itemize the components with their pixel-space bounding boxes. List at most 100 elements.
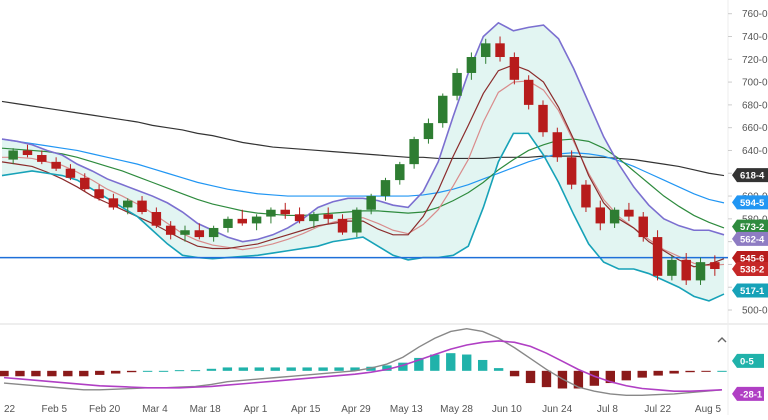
macd-histogram-bar xyxy=(254,367,264,371)
price-badge-label: 545-6 xyxy=(740,254,764,265)
macd-histogram-bar xyxy=(286,367,296,371)
macd-histogram-bar xyxy=(222,367,233,371)
candle-body xyxy=(466,57,477,73)
candle-body xyxy=(624,209,634,217)
candle-body xyxy=(165,225,176,235)
macd-histogram-bar xyxy=(302,367,312,371)
chevron-up-icon[interactable] xyxy=(717,337,727,343)
macd-histogram-bar xyxy=(637,370,647,378)
price-badge-shape xyxy=(732,168,768,183)
macd-histogram-bar xyxy=(589,370,600,386)
series-line-mid-ma xyxy=(1,138,725,229)
price-tick-label: 680-0 xyxy=(742,100,768,111)
macd-histogram-bar xyxy=(350,367,360,371)
macd-histogram-bar xyxy=(47,370,57,377)
macd-histogram-bar xyxy=(270,367,280,371)
series-line-bollinger-upper xyxy=(1,21,725,243)
candle-body xyxy=(566,157,577,185)
macd-histogram-bar xyxy=(126,370,137,373)
x-tick-label: Feb 5 xyxy=(41,404,67,415)
candle-body xyxy=(380,180,391,197)
macd-histogram-bar xyxy=(63,370,73,377)
candle-body xyxy=(409,139,419,165)
macd-histogram-bar xyxy=(446,353,456,371)
macd-histogram-bar xyxy=(669,370,679,374)
candle-body xyxy=(223,218,233,228)
price-badge: 573-2 xyxy=(732,219,768,234)
price-badge-label: 538-2 xyxy=(740,265,764,276)
macd-histogram-bar xyxy=(318,367,328,371)
macd-histogram-bar xyxy=(206,368,217,371)
macd-histogram-bar xyxy=(142,370,153,372)
macd-histogram-bar xyxy=(605,370,615,384)
macd-histogram-bar xyxy=(158,370,169,372)
candle-body xyxy=(452,72,462,96)
candle-body xyxy=(366,196,376,210)
price-badge-shape xyxy=(732,262,768,277)
price-tick-label: 700-0 xyxy=(742,78,768,89)
macd-histogram-bar xyxy=(621,370,631,381)
price-tick-label: 500-0 xyxy=(742,306,768,317)
x-tick-label: Mar 4 xyxy=(142,404,168,415)
macd-histogram-bar xyxy=(653,370,663,376)
macd-histogram-bar xyxy=(238,367,249,371)
price-badge-label: 618-4 xyxy=(740,171,765,182)
price-tick-label: 640-0 xyxy=(742,146,768,157)
candle-body xyxy=(51,161,61,169)
candle-body xyxy=(65,168,76,178)
price-badge: 538-2 xyxy=(732,262,768,277)
macd-histogram-bar xyxy=(462,354,472,371)
bollinger-band-fill xyxy=(2,22,724,301)
candle-body xyxy=(352,209,362,233)
candle-body xyxy=(710,262,720,269)
candle-body xyxy=(652,237,663,276)
macd-histogram-bar xyxy=(541,370,552,388)
macd-signal-line xyxy=(3,340,723,393)
macd-badge-shape xyxy=(732,353,764,368)
macd-histogram-bar xyxy=(493,368,504,371)
price-badge-label: 517-1 xyxy=(740,286,765,297)
candle-body xyxy=(94,189,104,199)
x-tick-label: May 13 xyxy=(390,404,423,415)
candle-body xyxy=(423,123,434,140)
candle-body xyxy=(509,57,520,80)
macd-line xyxy=(3,328,723,396)
candle-body xyxy=(667,259,677,276)
price-tick-label: 740-0 xyxy=(742,32,768,43)
macd-histogram-bar xyxy=(111,370,121,374)
series-line-blue-ma xyxy=(1,138,725,204)
candle-body xyxy=(480,43,491,58)
macd-badge: -28-1 xyxy=(732,386,764,401)
candle-body xyxy=(337,218,348,233)
candle-body xyxy=(80,177,90,190)
macd-badge-label: -28-1 xyxy=(740,389,763,400)
x-tick-label: Jun 24 xyxy=(542,404,572,415)
x-tick-label: 22 xyxy=(4,404,16,415)
macd-badge-label: 0-5 xyxy=(740,356,754,367)
x-tick-label: Apr 29 xyxy=(341,404,371,415)
price-badge-shape xyxy=(732,231,768,246)
price-badge-shape xyxy=(732,219,768,234)
macd-histogram-bar xyxy=(31,370,41,377)
series-line-bollinger-lower xyxy=(1,132,725,302)
series-line-fast-ma xyxy=(1,64,725,268)
candle-body xyxy=(323,214,333,219)
macd-histogram-bar xyxy=(79,370,89,377)
price-badge: 618-4 xyxy=(732,168,768,183)
candle-body xyxy=(208,227,219,238)
candle-body xyxy=(581,184,591,208)
series-line-slow-ma xyxy=(1,100,725,177)
candle-body xyxy=(122,200,133,208)
price-badge: 562-4 xyxy=(732,231,768,246)
candle-body xyxy=(309,214,319,222)
macd-histogram-bar xyxy=(15,370,25,377)
price-badge-label: 594-5 xyxy=(740,198,765,209)
candle-body xyxy=(438,95,448,124)
candle-body xyxy=(495,43,505,58)
candle-body xyxy=(280,209,290,215)
macd-histogram-bar xyxy=(717,370,727,372)
macd-histogram-bar xyxy=(525,370,536,384)
macd-histogram-bar xyxy=(430,354,440,371)
